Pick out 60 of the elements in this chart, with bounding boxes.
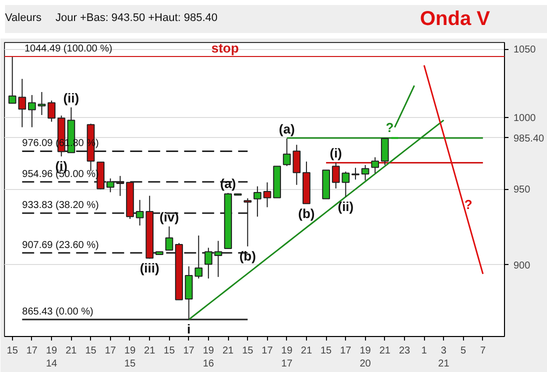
- candlestick: [263, 182, 272, 208]
- x-tick-label: 17: [262, 346, 274, 356]
- annotation: (a): [278, 122, 295, 137]
- y-tick-label: 1000: [514, 112, 536, 124]
- ref-line-label: 1044.49 (100.00 %): [24, 44, 112, 55]
- chart-title: Onda V: [420, 7, 490, 32]
- annotation: (i): [330, 146, 342, 161]
- x-tick-label: 19 20: [360, 346, 372, 370]
- line-series: [423, 64, 484, 275]
- x-tick-label: 23: [398, 346, 410, 356]
- annotation: (iii): [140, 260, 160, 276]
- y-tick-label: 900: [514, 260, 531, 272]
- text: Valeurs: [5, 11, 42, 26]
- x-tick-label: 21: [222, 346, 234, 356]
- y-tick-label: 1050: [514, 44, 536, 56]
- candlestick: [48, 100, 56, 122]
- candlestick: [28, 94, 36, 128]
- text: Jour +Bas: 943.50 +Haut: 985.40: [55, 11, 218, 26]
- x-tick-label: 15: [6, 346, 18, 356]
- candlestick: [352, 167, 360, 180]
- candlestick: [254, 186, 262, 218]
- annotation: (ii): [63, 90, 80, 106]
- x-tick-label: 7: [480, 346, 486, 356]
- annotation: ?: [386, 120, 394, 135]
- candlestick: [371, 156, 380, 174]
- x-tick-label: 21: [144, 346, 156, 356]
- x-tick-label: 17: [340, 346, 352, 356]
- x-tick-label: 1: [421, 346, 428, 356]
- annotation: i: [187, 322, 191, 337]
- x-tick-label: 15: [242, 346, 254, 356]
- x-tick-label: 17: [26, 346, 38, 356]
- x-tick-label: 19 15: [124, 346, 136, 370]
- candlestick: [380, 138, 389, 166]
- x-tick-label: 19 17: [281, 346, 293, 370]
- y-tick-label: 950: [514, 184, 531, 196]
- y-tick-label: 985.40: [514, 133, 545, 144]
- x-tick-label: 15: [320, 346, 332, 356]
- x-tick-label: 3 21: [438, 346, 450, 370]
- series-label: 907.69 (23.60 %): [22, 240, 99, 251]
- x-tick-label: 15: [85, 346, 97, 356]
- candlestick: [38, 92, 46, 116]
- annotation: (ii): [338, 198, 354, 214]
- x-tick-label: 5: [460, 346, 467, 356]
- x-tick-label: 17: [104, 346, 116, 356]
- annotation: ?: [464, 197, 472, 212]
- x-tick-label: 17: [183, 346, 195, 356]
- annotation: (b): [239, 248, 256, 264]
- candlestick: [361, 164, 370, 181]
- annotation: stop: [211, 40, 239, 56]
- x-tick-label: 21: [379, 346, 391, 356]
- x-tick-label: 21: [300, 346, 312, 356]
- annotation: (b): [298, 206, 315, 221]
- x-tick-label: 21: [66, 346, 78, 356]
- series-label: 865.43 (0.00 %): [22, 306, 94, 318]
- x-tick-label: 19 16: [202, 346, 214, 370]
- x-tick-label: 19 14: [46, 346, 58, 370]
- series-label: 933.83 (38.20 %): [22, 200, 99, 212]
- annotation: (iv): [159, 209, 179, 224]
- candlestick: [194, 235, 203, 279]
- x-tick-label: 15: [164, 346, 176, 356]
